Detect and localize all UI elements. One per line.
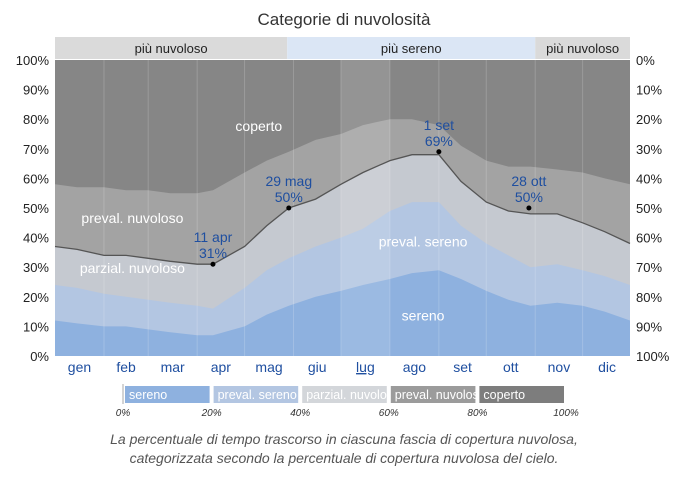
band-label-preval-nuvoloso: preval. nuvoloso xyxy=(81,210,183,226)
y-tick-left: 0% xyxy=(30,349,49,364)
legend-scale-tick-5: 100% xyxy=(553,408,579,419)
y-tick-right: 0% xyxy=(636,53,655,68)
month-label-lug: lug xyxy=(356,359,375,375)
month-label-dic: dic xyxy=(598,359,616,375)
chart-title: Categorie di nuvolosità xyxy=(257,10,431,29)
month-label-feb: feb xyxy=(116,359,136,375)
annotation-value-3: 50% xyxy=(515,189,543,205)
legend-swatch-4 xyxy=(479,386,564,403)
month-label-ago: ago xyxy=(403,359,427,375)
y-tick-left: 70% xyxy=(23,142,49,157)
y-tick-left: 40% xyxy=(23,231,49,246)
season-band-2 xyxy=(535,37,630,59)
annotation-date-3: 28 ott xyxy=(511,173,546,189)
y-tick-left: 100% xyxy=(16,53,50,68)
y-tick-left: 90% xyxy=(23,83,49,98)
legend-label-1: preval. sereno xyxy=(218,388,297,402)
y-tick-right: 30% xyxy=(636,142,662,157)
legend-scale-tick-2: 40% xyxy=(290,408,310,419)
y-tick-right: 70% xyxy=(636,260,662,275)
annotation-date-2: 1 set xyxy=(424,117,454,133)
y-tick-right: 40% xyxy=(636,171,662,186)
annotation-dot-0 xyxy=(210,261,216,267)
legend-label-3: preval. nuvoloso xyxy=(395,388,486,402)
season-label-2: più nuvoloso xyxy=(546,41,619,56)
y-tick-left: 10% xyxy=(23,319,49,334)
y-tick-right: 20% xyxy=(636,112,662,127)
band-label-sereno: sereno xyxy=(402,307,445,323)
month-label-mar: mar xyxy=(161,359,185,375)
legend-swatch-1 xyxy=(213,386,299,403)
y-tick-right: 90% xyxy=(636,319,662,334)
band-label-preval-sereno: preval. sereno xyxy=(379,233,468,249)
band-label-coperto: coperto xyxy=(235,118,282,134)
month-label-gen: gen xyxy=(68,359,91,375)
legend-label-4: coperto xyxy=(483,388,525,402)
caption-line-2: categorizzata secondo la percentuale di … xyxy=(129,450,559,466)
band-label-parzial-nuvoloso: parzial. nuvoloso xyxy=(80,260,185,276)
cloud-category-chart: più nuvoloso più sereno più nuvoloso copert… xyxy=(16,37,670,419)
annotation-dot-1 xyxy=(286,205,292,211)
month-label-giu: giu xyxy=(308,359,327,375)
month-label-mag: mag xyxy=(255,359,282,375)
season-label-1: più sereno xyxy=(381,41,442,56)
y-tick-right: 80% xyxy=(636,290,662,305)
y-tick-right: 60% xyxy=(636,231,662,246)
legend-swatch-3 xyxy=(390,386,476,403)
season-label-0: più nuvoloso xyxy=(135,41,208,56)
season-band-1 xyxy=(287,37,536,59)
y-tick-left: 50% xyxy=(23,201,49,216)
month-label-apr: apr xyxy=(211,359,232,375)
legend-label-2: parzial. nuvoloso xyxy=(306,388,400,402)
legend-scale-tick-4: 80% xyxy=(467,408,487,419)
y-tick-left: 80% xyxy=(23,112,49,127)
legend-swatch-2 xyxy=(302,386,387,403)
annotation-date-1: 29 mag xyxy=(265,173,312,189)
y-tick-right: 10% xyxy=(636,83,662,98)
annotation-date-0: 11 apr xyxy=(194,229,233,245)
annotation-value-1: 50% xyxy=(275,189,303,205)
legend-scale-tick-1: 20% xyxy=(201,408,222,419)
y-tick-left: 30% xyxy=(23,260,49,275)
legend-scale-tick-0: 0% xyxy=(116,408,131,419)
caption-line-1: La percentuale di tempo trascorso in cia… xyxy=(110,431,578,447)
y-tick-left: 20% xyxy=(23,290,49,305)
month-label-nov: nov xyxy=(548,359,571,375)
band-sereno xyxy=(55,270,630,356)
legend-scale-tick-3: 60% xyxy=(379,408,399,419)
chart-caption: La percentuale di tempo trascorso in cia… xyxy=(60,430,628,468)
annotation-value-0: 31% xyxy=(199,245,227,261)
month-label-ott: ott xyxy=(503,359,519,375)
season-band-0 xyxy=(55,37,288,59)
annotation-dot-3 xyxy=(526,205,532,211)
annotation-value-2: 69% xyxy=(425,133,453,149)
legend-label-0: sereno xyxy=(129,388,167,402)
legend-swatch-0 xyxy=(125,386,210,403)
y-tick-right: 50% xyxy=(636,201,662,216)
median-line xyxy=(54,154,631,265)
y-tick-left: 60% xyxy=(23,171,49,186)
annotation-dot-2 xyxy=(436,149,442,155)
y-tick-right: 100% xyxy=(636,349,670,364)
month-label-set: set xyxy=(453,359,472,375)
highlight-month-column xyxy=(340,60,390,356)
